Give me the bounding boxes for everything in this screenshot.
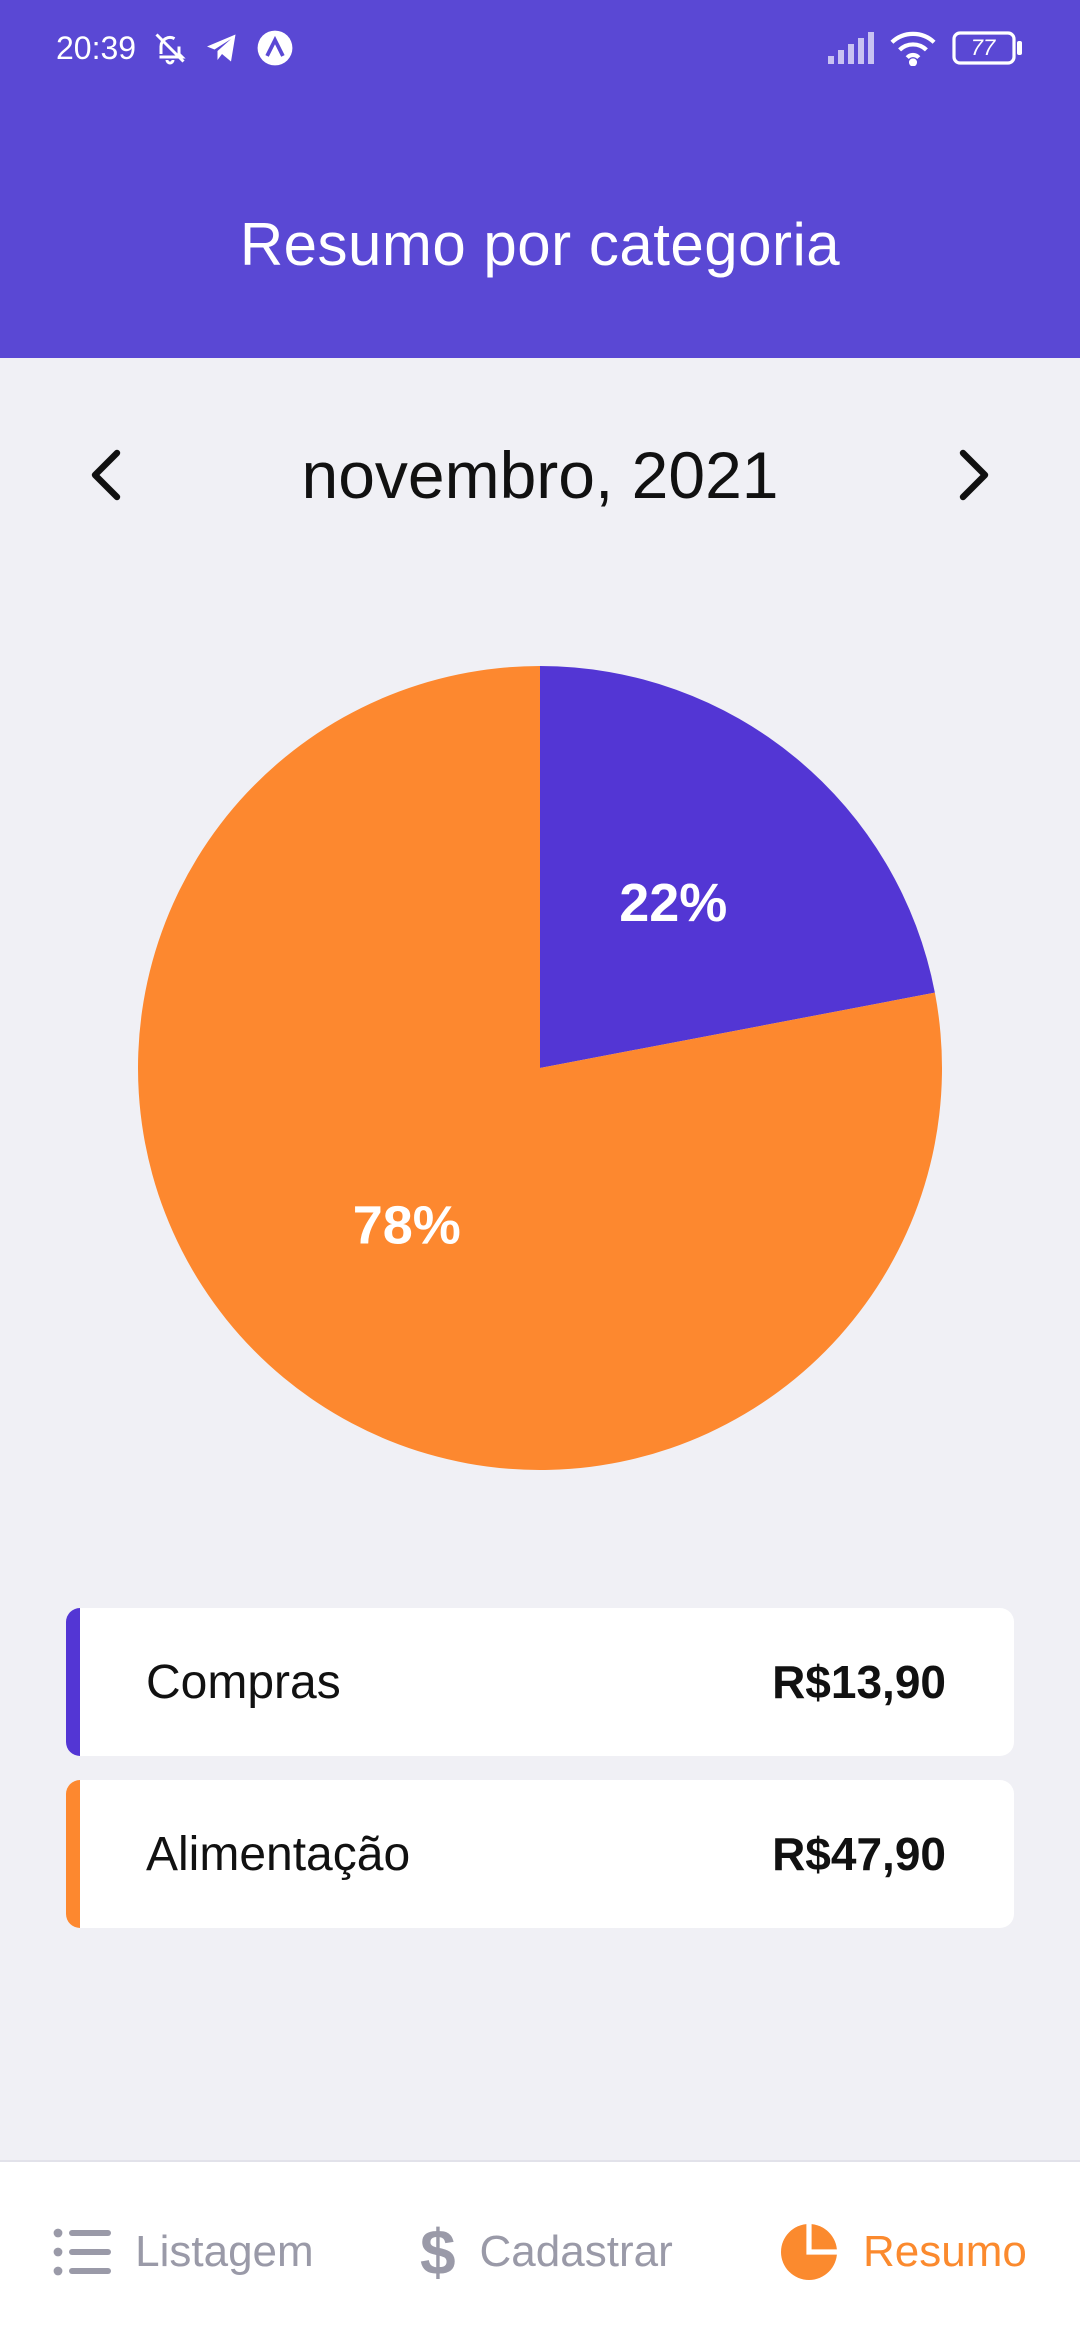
nav-tab-label: Resumo [862,2227,1027,2276]
app-icon [256,29,294,67]
category-list: Compras R$13,90 Alimentação R$47,90 [66,1608,1014,1952]
category-color-stripe [66,1780,80,1928]
category-amount: R$47,90 [772,1828,946,1880]
nav-tab-label: Cadastrar [479,2227,673,2276]
chevron-right-icon [959,449,989,501]
chevron-left-icon [91,449,121,501]
list-icon [53,2227,112,2277]
category-row-compras[interactable]: Compras R$13,90 [66,1608,1014,1756]
category-row-alimentacao[interactable]: Alimentação R$47,90 [66,1780,1014,1928]
category-name: Compras [146,1655,341,1709]
previous-month-button[interactable] [70,435,140,515]
nav-tab-label: Listagem [135,2227,314,2276]
pie-slice-0 [540,666,935,1068]
pie-slice-label-0: 22% [619,873,727,933]
category-color-stripe [66,1608,80,1756]
battery-level: 77 [970,35,996,60]
pie-slice-1 [138,666,942,1470]
telegram-icon [204,30,240,66]
category-name: Alimentação [146,1827,411,1881]
bottom-navigation: Listagem $ Cadastrar Resumo [0,2160,1080,2342]
nav-tab-cadastrar[interactable]: $ Cadastrar [420,2215,673,2289]
status-bar: 20:39 [0,0,1080,96]
nav-tab-resumo[interactable]: Resumo [779,2222,1027,2282]
battery-icon: 77 [952,31,1024,65]
page-title: Resumo por categoria [239,211,841,278]
month-label: novembro, 2021 [301,438,779,512]
category-amount: R$13,90 [772,1656,946,1708]
bell-off-icon [152,30,188,66]
nav-tab-listagem[interactable]: Listagem [53,2227,314,2277]
pie-slice-label-1: 78% [353,1195,461,1255]
next-month-button[interactable] [940,435,1010,515]
app-header: 20:39 [0,0,1080,358]
wifi-icon [890,30,936,66]
status-time: 20:39 [56,29,137,66]
pie-chart-icon [779,2222,839,2282]
month-selector: novembro, 2021 [0,420,1080,530]
dollar-icon: $ [419,2216,456,2288]
pie-chart: 22% 78% [138,666,942,1470]
signal-icon [826,32,874,64]
